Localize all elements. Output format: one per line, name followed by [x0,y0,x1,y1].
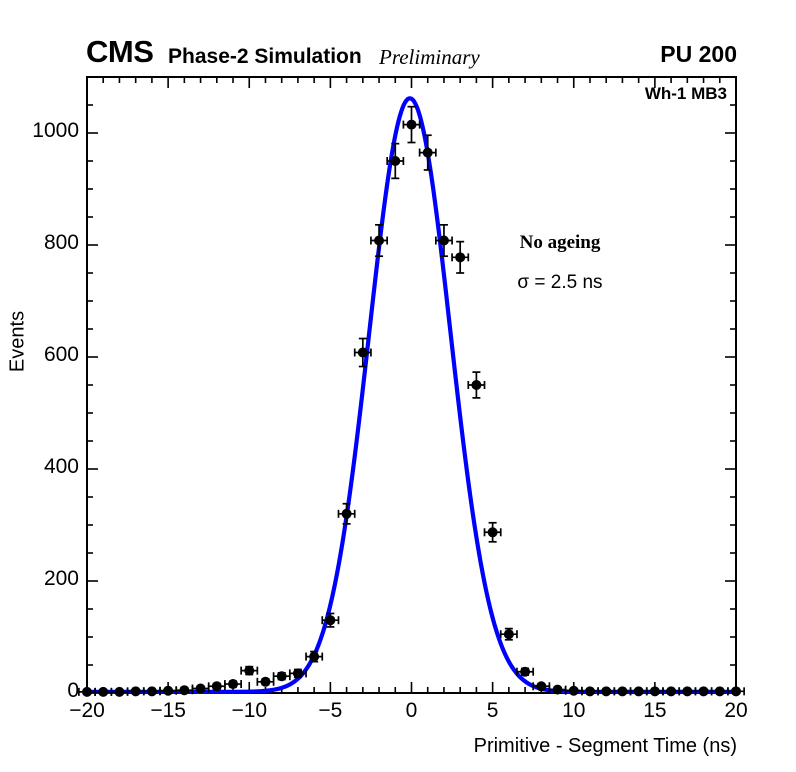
x-tick-label: −15 [150,699,186,722]
x-tick-label: 15 [643,699,667,722]
x-tick-label: −5 [318,699,343,722]
x-tick-label: −10 [231,699,268,722]
y-tick-label: 1000 [32,119,79,142]
cms-header: CMS Phase-2 Simulation Preliminary PU 20… [86,36,737,72]
x-tick-label: 0 [405,699,418,722]
preliminary-label: Preliminary [379,45,480,69]
y-tick-label: 200 [43,567,79,590]
y-tick-label: 600 [43,343,79,366]
y-tick-label: 400 [43,455,79,478]
cms-logo: CMS [86,34,154,69]
x-tick-label: 10 [562,699,586,722]
x-tick-label: 20 [724,699,748,722]
cms-subtitle: Phase-2 Simulation [168,45,362,68]
annotation-ageing: No ageing [519,232,601,253]
y-tick-label: 0 [67,679,79,702]
y-tick-label: 800 [43,231,79,254]
x-tick-label: −20 [69,699,105,722]
data-points [78,105,745,697]
x-axis-title: Primitive - Segment Time (ns) [473,735,737,757]
annotation-sigma: σ = 2.5 ns [517,272,603,293]
chamber-label: Wh-1 MB3 [644,84,727,103]
x-tick-label: 5 [486,699,499,722]
pileup-label: PU 200 [660,41,737,67]
